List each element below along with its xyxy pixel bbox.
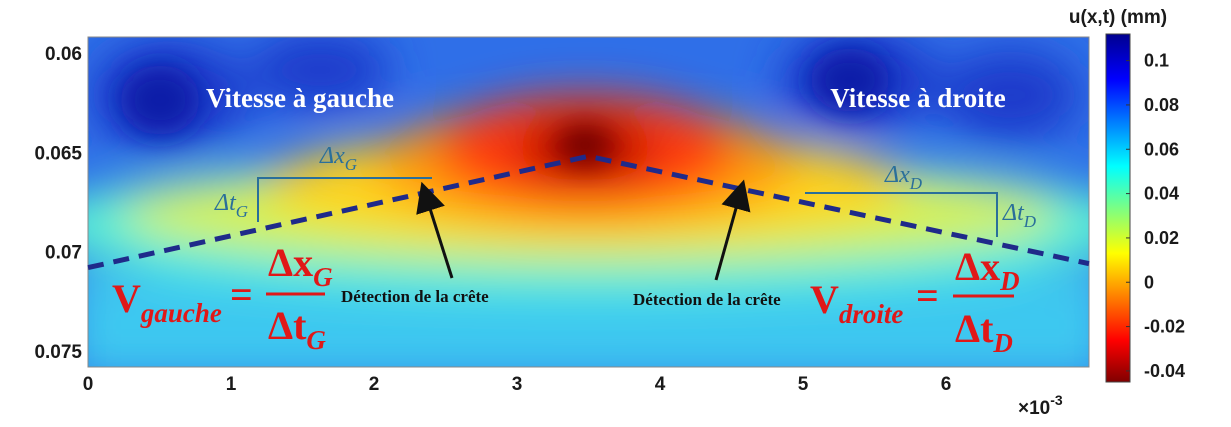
formula-right-numerator: ΔxD [955, 244, 1020, 296]
detection-arrow-left [416, 181, 454, 279]
formula-right: Vdroite = ΔxD ΔtD [810, 244, 1020, 358]
colorbar-tick-label: 0 [1144, 272, 1154, 292]
delta-bracket-right [805, 192, 998, 237]
colorbar-tick-label: 0.1 [1144, 51, 1169, 71]
colorbar [1105, 33, 1131, 383]
formula-right-lhs: Vdroite [810, 277, 903, 329]
y-axis: 0.06 0.065 0.07 0.075 [34, 44, 82, 363]
heatmap-field [88, 37, 1089, 367]
x-tick-label: 0 [83, 374, 94, 395]
colorbar-tick-label: 0.02 [1144, 228, 1179, 248]
x-exponent: ×10-3 [1018, 392, 1063, 419]
y-tick-label: 0.06 [45, 44, 82, 65]
formula-left-numerator: ΔxG [268, 240, 333, 292]
formula-right-denominator: ΔtD [955, 306, 1013, 358]
delta-x-left: ΔxG [319, 143, 357, 174]
x-tick-label: 2 [369, 374, 380, 395]
delta-bracket-left [257, 177, 432, 222]
colorbar-tick-label: -0.04 [1144, 361, 1185, 381]
plot-frame [87, 36, 1090, 368]
x-tick-label: 5 [798, 374, 809, 395]
colorbar-tick-label: 0.04 [1144, 184, 1179, 204]
detection-label-left: Détection de la crête [341, 287, 489, 306]
colorbar-tick-label: 0.06 [1144, 139, 1179, 159]
formula-left-denominator: ΔtG [268, 303, 326, 355]
y-tick-label: 0.075 [34, 342, 82, 363]
x-tick-label: 3 [512, 374, 523, 395]
detection-arrow-right [714, 179, 751, 281]
x-axis: 0 1 2 3 4 5 6 [83, 374, 952, 395]
x-tick-label: 4 [655, 374, 666, 395]
formula-left-lhs: Vgauche [112, 276, 222, 328]
delta-x-right: ΔxD [884, 162, 923, 193]
delta-t-right: ΔtD [1002, 200, 1037, 231]
x-tick-label: 1 [226, 374, 237, 395]
colorbar-tick-label: -0.02 [1144, 317, 1185, 337]
colorbar-tick-label: 0.08 [1144, 95, 1179, 115]
delta-t-left: ΔtG [214, 190, 248, 221]
crest-line [87, 153, 1090, 271]
colorbar-title: u(x,t) (mm) [1069, 7, 1167, 28]
left-title: Vitesse à gauche [206, 83, 394, 113]
y-tick-label: 0.07 [45, 243, 82, 264]
y-tick-label: 0.065 [34, 143, 82, 164]
formula-left: Vgauche = ΔxG ΔtG [112, 240, 333, 355]
x-tick-label: 6 [941, 374, 952, 395]
formula-left-equals: = [230, 272, 253, 317]
formula-right-equals: = [916, 273, 939, 318]
right-title: Vitesse à droite [830, 83, 1005, 113]
detection-label-right: Détection de la crête [633, 290, 781, 309]
colorbar-ticks: 0.1 0.08 0.06 0.04 0.02 0 -0.02 -0.04 [1126, 51, 1185, 381]
